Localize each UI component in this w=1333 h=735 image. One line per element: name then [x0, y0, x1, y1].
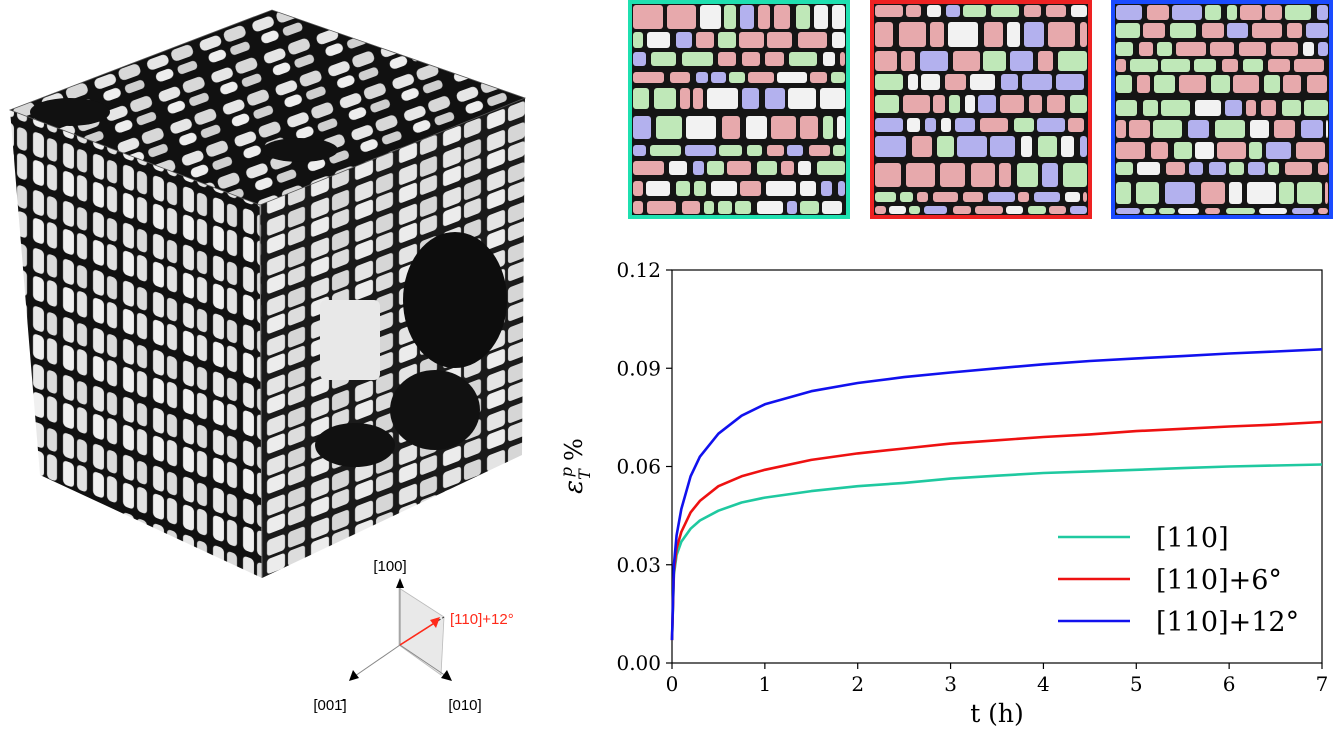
y-tick-label: 0.06 — [616, 455, 661, 479]
y-tick-label: 0.09 — [616, 356, 661, 380]
x-tick-label: 6 — [1223, 672, 1236, 696]
x-tick-label: 1 — [758, 672, 771, 696]
axis-label-010: [010] — [448, 697, 481, 714]
y-axis: 0.00 0.03 0.06 0.09 0.12 — [616, 258, 672, 675]
microstructure-cube-panel: [100] [001̄] [010] [110]+12° — [0, 0, 600, 731]
legend-label-2: [110]+12° — [1156, 607, 1299, 638]
x-tick-label: 5 — [1130, 672, 1143, 696]
series-line-2 — [670, 348, 1323, 641]
micrograph-row — [620, 0, 1333, 225]
series-lines — [670, 348, 1323, 641]
svg-text:εTp%: εTp% — [557, 438, 594, 494]
cube-right-face — [260, 98, 525, 578]
y-tick-label: 0.03 — [616, 553, 661, 577]
y-axis-title-symbol: ε — [559, 480, 589, 494]
legend: [110] [110]+6° [110]+12° — [1058, 523, 1299, 638]
y-axis-title-superscript: p — [557, 467, 576, 477]
y-tick-label: 0.12 — [616, 258, 661, 282]
x-axis: 0 1 2 3 4 5 6 7 — [666, 663, 1329, 696]
micrograph-110-12 — [1111, 0, 1333, 219]
x-tick-label: 4 — [1037, 672, 1050, 696]
axis-label-001bar: [001̄] — [313, 697, 346, 714]
axis-label-110-12: [110]+12° — [450, 611, 514, 628]
x-axis-title: t (h) — [970, 699, 1024, 728]
y-axis-title-subscript: T — [575, 468, 594, 480]
y-axis-title: εTp% — [557, 438, 594, 494]
x-tick-label: 3 — [944, 672, 957, 696]
legend-label-1: [110]+6° — [1156, 565, 1282, 596]
micrograph-110-6 — [870, 0, 1092, 219]
y-axis-title-unit: % — [560, 438, 588, 461]
axis-label-100: [100] — [373, 558, 406, 575]
chart-svg: 0.00 0.03 0.06 0.09 0.12 0 1 2 3 4 5 6 7 t (h) εTp%… — [557, 258, 1329, 728]
legend-label-0: [110] — [1156, 523, 1229, 554]
x-tick-label: 2 — [851, 672, 864, 696]
x-tick-label: 0 — [666, 672, 679, 696]
series-line-0 — [670, 463, 1323, 641]
y-tick-label: 0.00 — [616, 651, 661, 675]
x-tick-label: 7 — [1316, 672, 1329, 696]
microstructure-cube: [100] [001̄] [010] [110]+12° — [8, 9, 527, 714]
micrograph-110 — [628, 0, 850, 219]
creep-strain-chart: 0.00 0.03 0.06 0.09 0.12 0 1 2 3 4 5 6 7 t (h) εTp%… — [540, 240, 1333, 731]
orientation-triad: [100] [001̄] [010] [110]+12° — [313, 558, 513, 714]
series-line-1 — [670, 420, 1323, 641]
